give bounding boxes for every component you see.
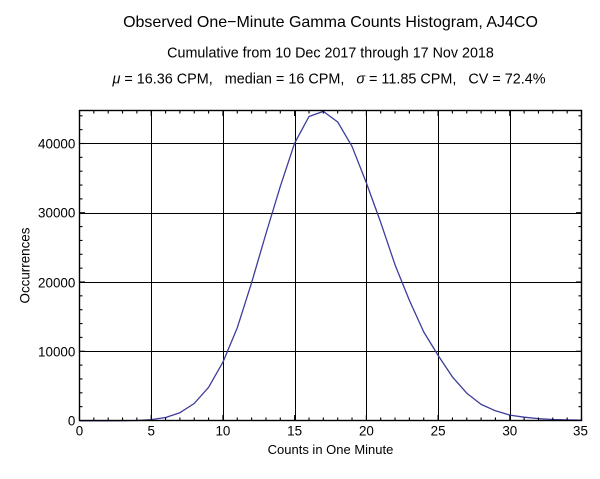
svg-text:30000: 30000 bbox=[38, 205, 75, 220]
svg-text:25: 25 bbox=[431, 424, 446, 439]
svg-text:20: 20 bbox=[359, 424, 374, 439]
svg-text:Cumulative from 10 Dec 2017 th: Cumulative from 10 Dec 2017 through 17 N… bbox=[167, 46, 494, 62]
svg-text:Counts in One Minute: Counts in One Minute bbox=[268, 442, 394, 457]
svg-text:40000: 40000 bbox=[38, 136, 75, 151]
svg-text:20000: 20000 bbox=[38, 275, 75, 290]
svg-text:15: 15 bbox=[287, 424, 302, 439]
svg-text:μ = 16.36 CPM, median = 16 C: μ = 16.36 CPM, median = 16 CPM, σ = 11.8… bbox=[111, 72, 545, 88]
svg-text:0: 0 bbox=[76, 424, 83, 439]
svg-text:Occurrences: Occurrences bbox=[18, 227, 33, 303]
svg-text:0: 0 bbox=[68, 413, 75, 428]
svg-text:10000: 10000 bbox=[38, 344, 75, 359]
svg-text:10: 10 bbox=[215, 424, 230, 439]
svg-text:5: 5 bbox=[147, 424, 154, 439]
svg-text:35: 35 bbox=[573, 424, 588, 439]
svg-text:Observed One−Minute Gamma Coun: Observed One−Minute Gamma Counts Histogr… bbox=[123, 14, 538, 31]
svg-text:30: 30 bbox=[502, 424, 517, 439]
